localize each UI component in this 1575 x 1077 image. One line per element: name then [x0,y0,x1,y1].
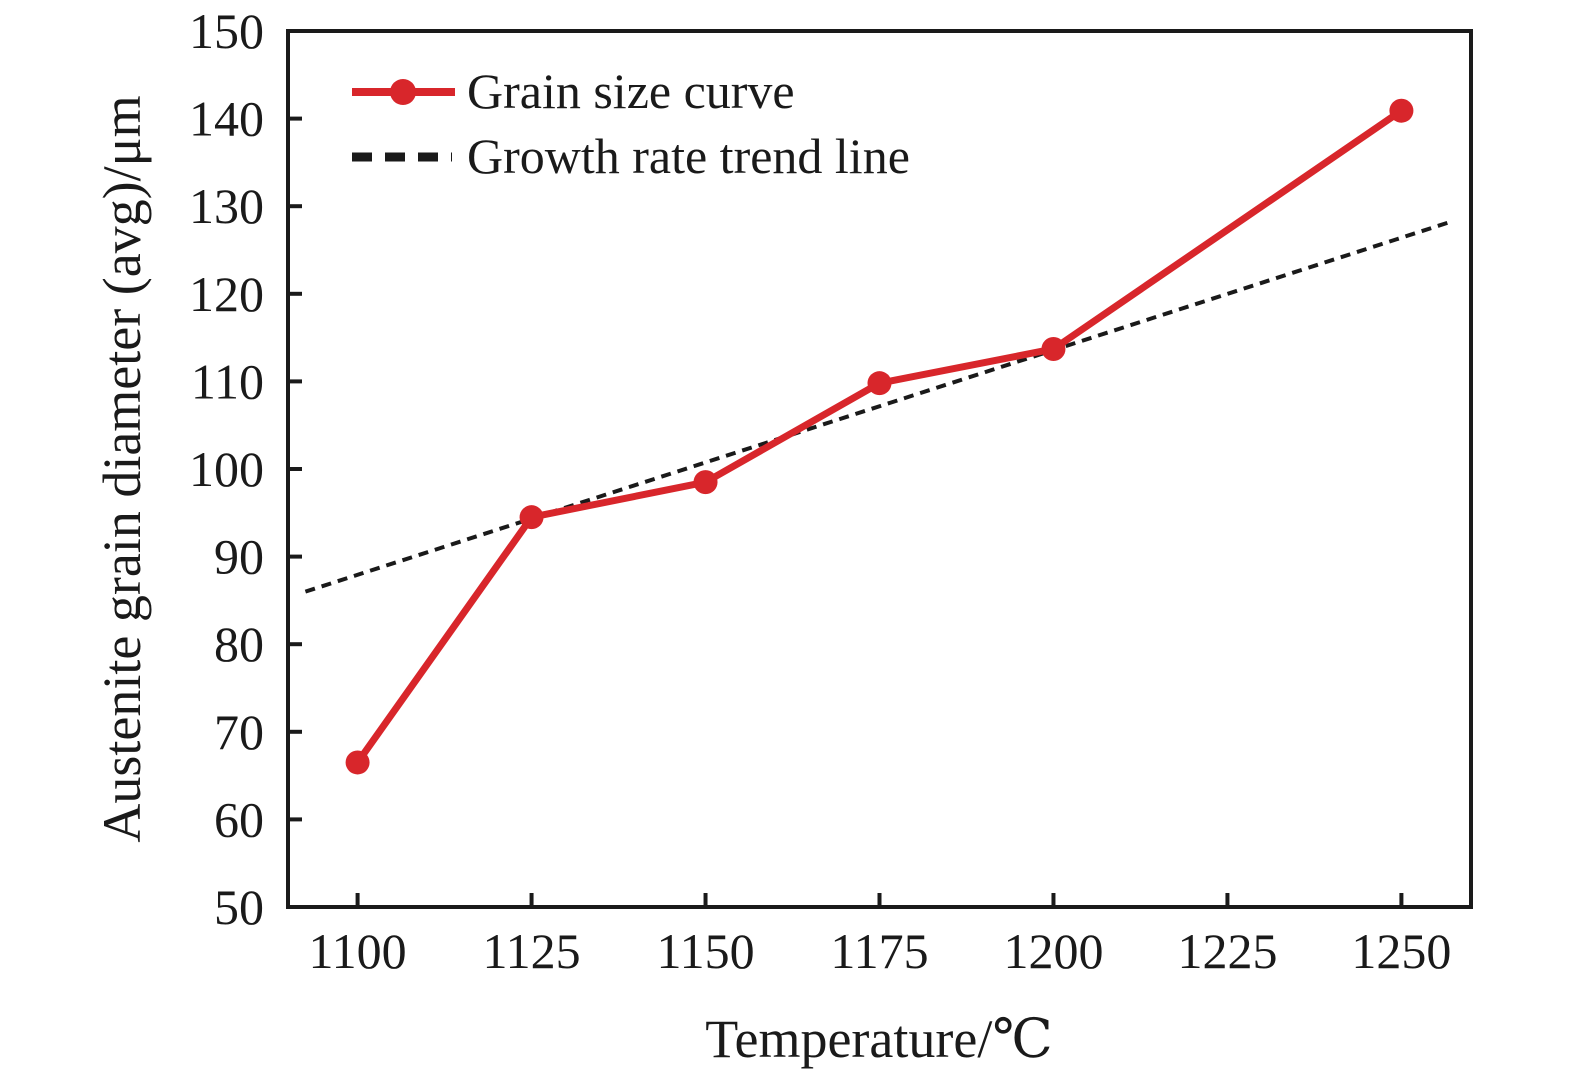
grain-size-marker [693,470,718,495]
y-axis-title: Austenite grain diameter (avg)/μm [92,95,152,842]
y-tick-label: 70 [214,704,264,760]
y-axis-tick-labels: 50 60 70 80 90 100 110 120 130 140 150 [189,3,264,935]
x-axis-tick-labels: 1100 1125 1150 1175 1200 1225 1250 [309,923,1452,979]
y-tick-label: 130 [189,178,264,234]
legend: Grain size curve Growth rate trend line [352,63,910,184]
x-tick-label: 1175 [830,923,928,979]
x-axis-ticks [355,893,1404,907]
legend-trend-label: Growth rate trend line [467,128,910,184]
y-tick-label: 140 [189,91,264,147]
grain-size-marker [519,505,544,530]
y-axis-ticks [288,116,302,822]
y-tick-label: 100 [189,441,264,497]
y-tick-label: 50 [214,879,264,935]
y-tick-label: 60 [214,791,264,847]
x-tick-label: 1125 [482,923,580,979]
y-tick-label: 150 [189,3,264,59]
x-axis-title: Temperature/℃ [705,1009,1052,1069]
x-tick-label: 1200 [1003,923,1103,979]
legend-grain-marker-sample [390,79,416,105]
x-tick-label: 1225 [1177,923,1277,979]
grain-size-marker [1389,98,1414,123]
grain-size-marker [345,750,370,775]
y-tick-label: 110 [191,353,264,409]
grain-size-marker [867,371,892,396]
grain-size-marker [1041,336,1066,361]
y-tick-label: 120 [189,266,264,322]
trend-line [304,220,1451,594]
x-tick-label: 1150 [656,923,754,979]
x-tick-label: 1250 [1351,923,1451,979]
x-tick-label: 1100 [309,923,407,979]
legend-grain-label: Grain size curve [467,63,795,119]
grain-size-line [354,107,1405,766]
y-tick-label: 90 [214,529,264,585]
y-tick-label: 80 [214,616,264,672]
plot-series [304,98,1451,775]
